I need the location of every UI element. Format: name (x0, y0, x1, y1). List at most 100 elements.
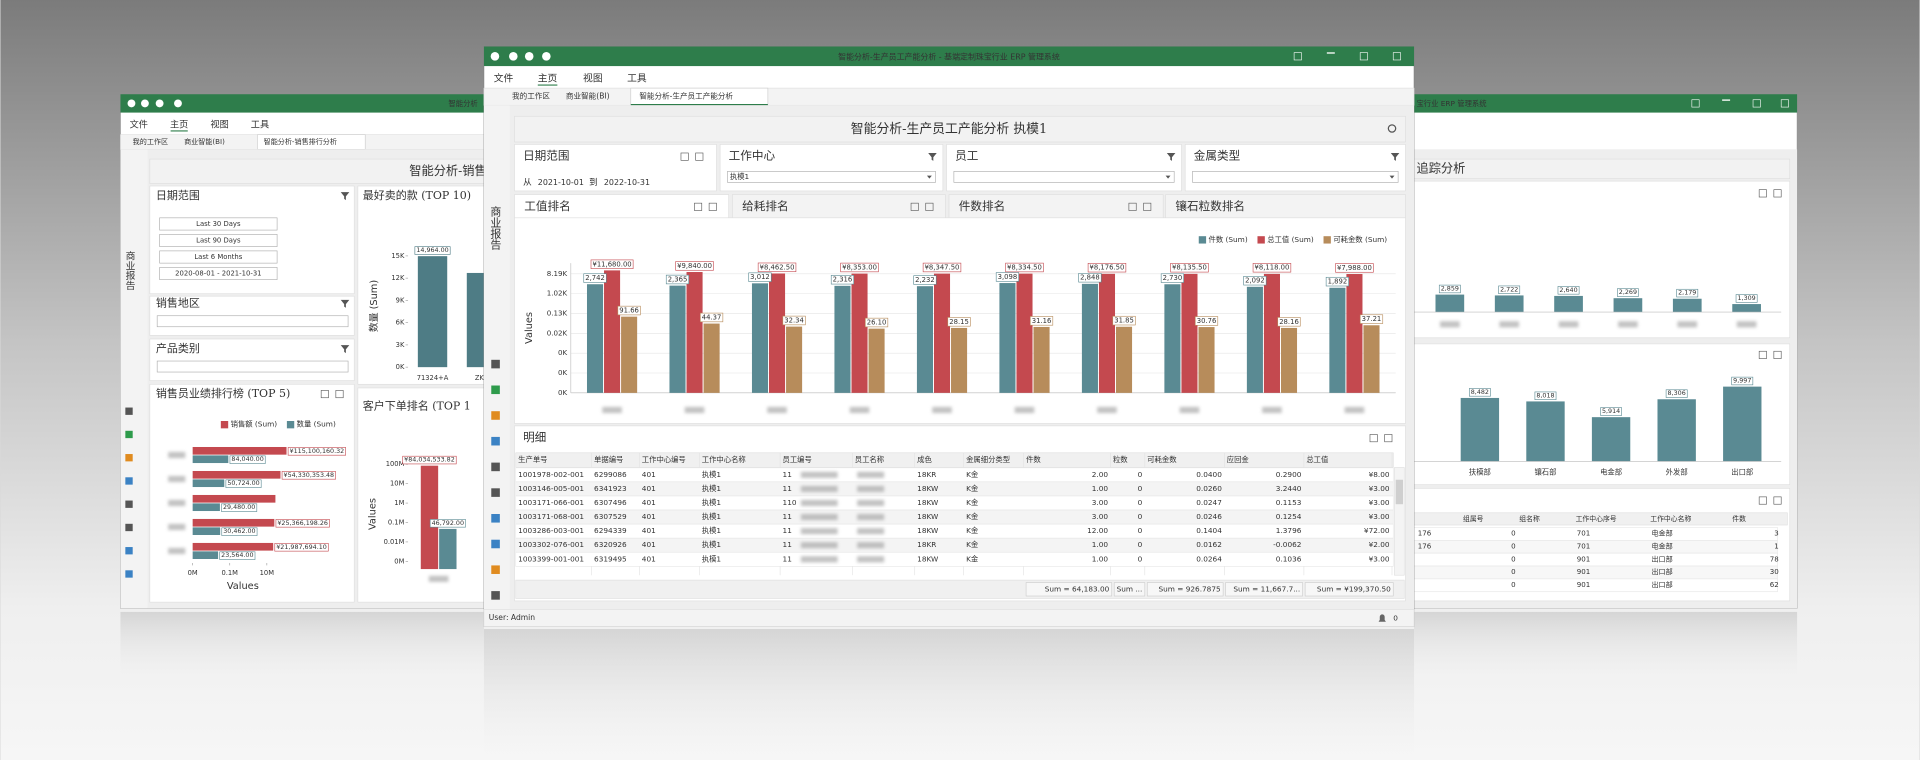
menu-item[interactable]: 工具 (251, 119, 269, 130)
y-tick-label: 0K (558, 368, 568, 377)
blurred-text (1262, 406, 1282, 414)
blurred-text (168, 523, 186, 531)
sidebar-icon (125, 430, 133, 439)
chart-tab-title[interactable]: 给耗排名 (742, 199, 788, 213)
chart: 0K 0K 0K 0.02K 0.13K 1.02K 8.19K Values 2,742 ¥11… (524, 235, 1396, 414)
table-cell: 执模1 (702, 526, 721, 535)
tab[interactable]: 我的工作区 (512, 91, 550, 101)
window-title: 宝行业 ERP 管理系统 (1416, 99, 1487, 108)
table-cell: 78 (1770, 554, 1780, 563)
table-cell: 电金部 (1651, 529, 1672, 538)
export-icon (1758, 350, 1767, 359)
chart-tab-title[interactable]: 件数排名 (959, 199, 1005, 213)
table-cell: 1003171-066-001 (518, 498, 584, 507)
value-label-box (675, 261, 714, 271)
value-label: ¥25,366,198.26 (277, 520, 328, 527)
bar (1723, 386, 1762, 462)
table-cell: 6307529 (594, 512, 627, 521)
menu-item[interactable]: 主页 (538, 72, 558, 84)
bar (1181, 273, 1198, 393)
table-cell: 0.1404 (1196, 526, 1222, 535)
table-cell: K金 (966, 526, 979, 535)
scrollbar (1394, 467, 1405, 576)
dashboard-title: 智能分析-生产员工产能分析 执模1 (851, 122, 1047, 137)
panel (1395, 180, 1791, 339)
table-cell: 401 (642, 498, 656, 507)
value-label: 28.16 (1279, 318, 1299, 326)
value-label: 8,482 (1471, 389, 1489, 396)
menu-item[interactable]: 文件 (494, 71, 514, 84)
sidebar-icon (125, 523, 133, 532)
column-header: 组名称 (1519, 514, 1540, 523)
scroll-thumb[interactable] (1395, 479, 1404, 505)
bar (604, 270, 621, 393)
blurred-text (857, 542, 885, 549)
dropdown[interactable] (953, 171, 1175, 183)
dropdown-arrow (1389, 175, 1395, 179)
table-cell: 出口部 (1651, 567, 1672, 576)
chart-tab-title[interactable]: 工值排名 (524, 199, 570, 213)
table-cell: ¥72.00 (1364, 526, 1390, 535)
bar (192, 470, 281, 479)
date-option-button (159, 217, 278, 231)
column-header: 工作中心名称 (1650, 514, 1691, 523)
blurred-text (767, 406, 787, 414)
table-cell: 901 (1577, 567, 1591, 576)
table-cell: 401 (642, 526, 656, 535)
value-label: 1,892 (1328, 278, 1348, 286)
x-tick-label: 外发部 (1666, 467, 1688, 476)
table-cell: 30 (1770, 567, 1780, 576)
menu-item[interactable]: 文件 (130, 118, 148, 130)
date-option[interactable]: Last 6 Months (194, 253, 242, 261)
window-title: 智能分析-生产员工产能分析 - 基端定制珠宝行业 ERP 管理系统 (838, 51, 1060, 61)
tab[interactable]: 我的工作区 (133, 137, 168, 146)
date-option[interactable]: Last 30 Days (196, 220, 241, 228)
maximize-icon (925, 202, 934, 211)
bar (769, 273, 786, 393)
menu-item[interactable]: 视图 (210, 118, 228, 130)
table-cell: 0.0162 (1196, 540, 1222, 549)
value-label: 2,848 (1080, 274, 1100, 282)
dropdown[interactable] (727, 171, 936, 183)
tab[interactable]: 智能分析-销售排行分析 (264, 137, 337, 146)
export-icon (320, 390, 329, 399)
table-cell: K金 (966, 512, 979, 521)
value-label: 2,859 (1441, 285, 1459, 292)
menu-item[interactable]: 主页 (170, 118, 188, 130)
sidebar-icon (491, 565, 500, 574)
value-label-box (1325, 276, 1349, 287)
table-row[interactable] (515, 551, 1394, 567)
bar (192, 455, 229, 464)
menu-item[interactable]: 工具 (627, 72, 647, 84)
menu-item[interactable]: 视图 (583, 71, 603, 84)
column-header: 件数 (1732, 514, 1746, 523)
value-label: 31.16 (1032, 317, 1052, 325)
value-label: 2,722 (1500, 286, 1518, 293)
value-label: 8,306 (1668, 390, 1686, 397)
toolbar-icon (155, 99, 164, 108)
bar (192, 518, 275, 527)
value-label-box (665, 274, 690, 285)
table-cell: 1003399-001-001 (518, 554, 584, 563)
tab[interactable]: 商业智能(BI) (566, 91, 610, 101)
value-label: 1,309 (1738, 295, 1756, 302)
table-cell: 401 (642, 512, 656, 521)
dropdown[interactable] (1192, 171, 1399, 183)
value-label: 3,012 (750, 273, 770, 281)
tab[interactable]: 智能分析-生产员工产能分析 (639, 91, 733, 101)
value-label-box (287, 447, 346, 456)
y-tick-label: 9K (396, 296, 405, 304)
tab[interactable]: 商业智能(BI) (184, 137, 225, 146)
panel (514, 144, 717, 192)
date-option[interactable]: 2020-08-01 - 2021-10-31 (175, 270, 261, 278)
x-tick-label: 0.1M (222, 569, 239, 577)
title-bar (120, 94, 488, 113)
table-cell: 执模1 (702, 498, 721, 507)
chart-tab-title[interactable]: 镶石粒数排名 (1175, 199, 1245, 213)
reflection (1414, 611, 1798, 686)
bar (439, 528, 457, 570)
filter-icon (340, 345, 350, 354)
window-button (1722, 99, 1731, 101)
value-label: 26.10 (867, 319, 887, 327)
date-option[interactable]: Last 90 Days (196, 236, 241, 244)
